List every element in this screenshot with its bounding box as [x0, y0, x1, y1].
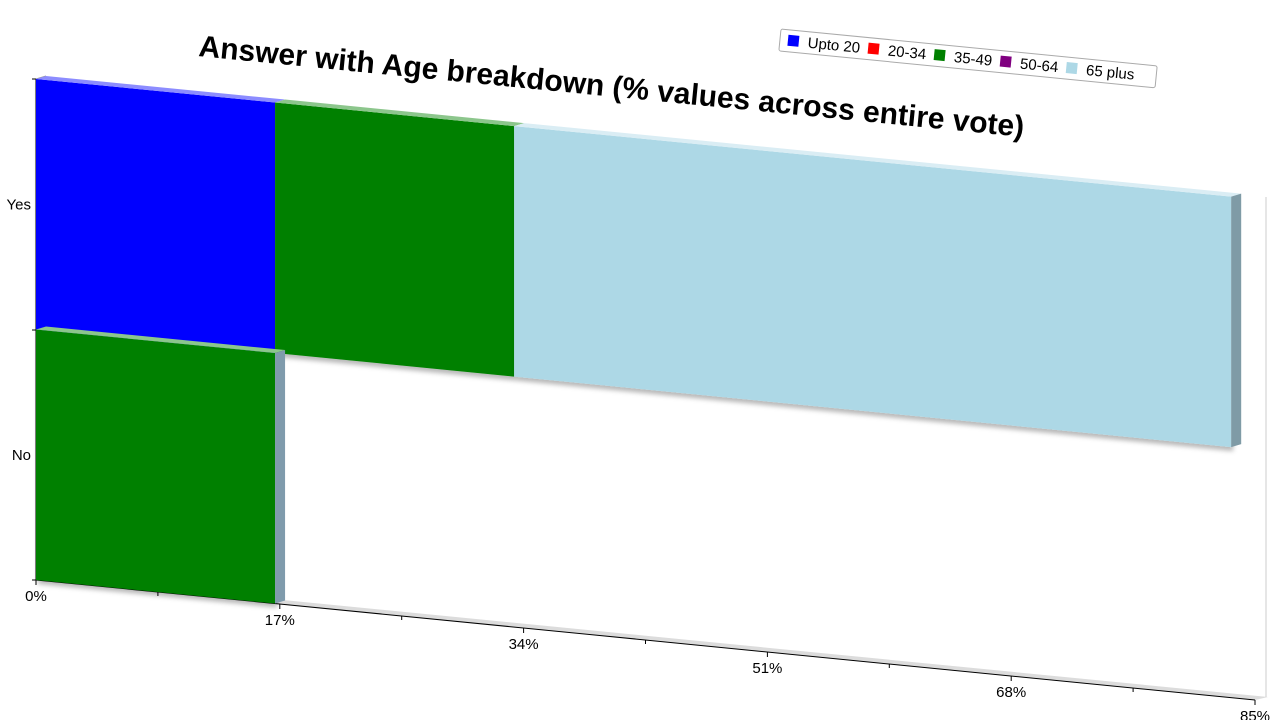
legend-swatch [787, 34, 800, 47]
y-axis-labels: Yes No [7, 196, 31, 464]
legend-label: 20-34 [887, 43, 927, 64]
legend-label: 65 plus [1085, 62, 1135, 84]
axis-floor [36, 577, 1268, 700]
x-axis-tick-label: 17% [265, 612, 295, 629]
x-axis-tick-label: 85% [1240, 708, 1270, 720]
legend-swatch [867, 42, 880, 55]
y-axis-label: No [12, 447, 31, 464]
legend-label: Upto 20 [807, 35, 861, 57]
bar-segment [275, 102, 515, 377]
bar-segment-top [275, 99, 525, 127]
legend-label: 50-64 [1019, 56, 1059, 77]
legend: Upto 20 20-34 35-49 50-64 65 plus [778, 28, 1158, 89]
bar-segment-top [36, 326, 286, 354]
bar-segment-side [275, 350, 286, 604]
x-axis-ticks: 0% 17% 34% 51% 68% 85% [25, 580, 1270, 725]
bar-segment [36, 79, 276, 354]
y-axis-label: Yes [7, 196, 31, 213]
legend-swatch [999, 55, 1012, 68]
legend-swatch [1065, 62, 1078, 75]
legend-label: 35-49 [953, 49, 993, 70]
bar-segment-top [514, 123, 1242, 197]
bar-segment-side [1231, 193, 1242, 448]
bars [36, 76, 1242, 604]
x-axis-tick-label: 0% [25, 588, 47, 605]
x-axis-tick-label: 34% [509, 636, 539, 653]
bar-segment-top [36, 76, 286, 103]
legend-items: Upto 20 20-34 35-49 50-64 65 plus [787, 34, 1135, 84]
bar-segment [514, 126, 1232, 448]
bar-segment [36, 329, 276, 604]
x-axis-tick-label: 68% [996, 684, 1026, 701]
x-axis-tick-label: 51% [752, 660, 782, 677]
legend-swatch [933, 49, 946, 62]
